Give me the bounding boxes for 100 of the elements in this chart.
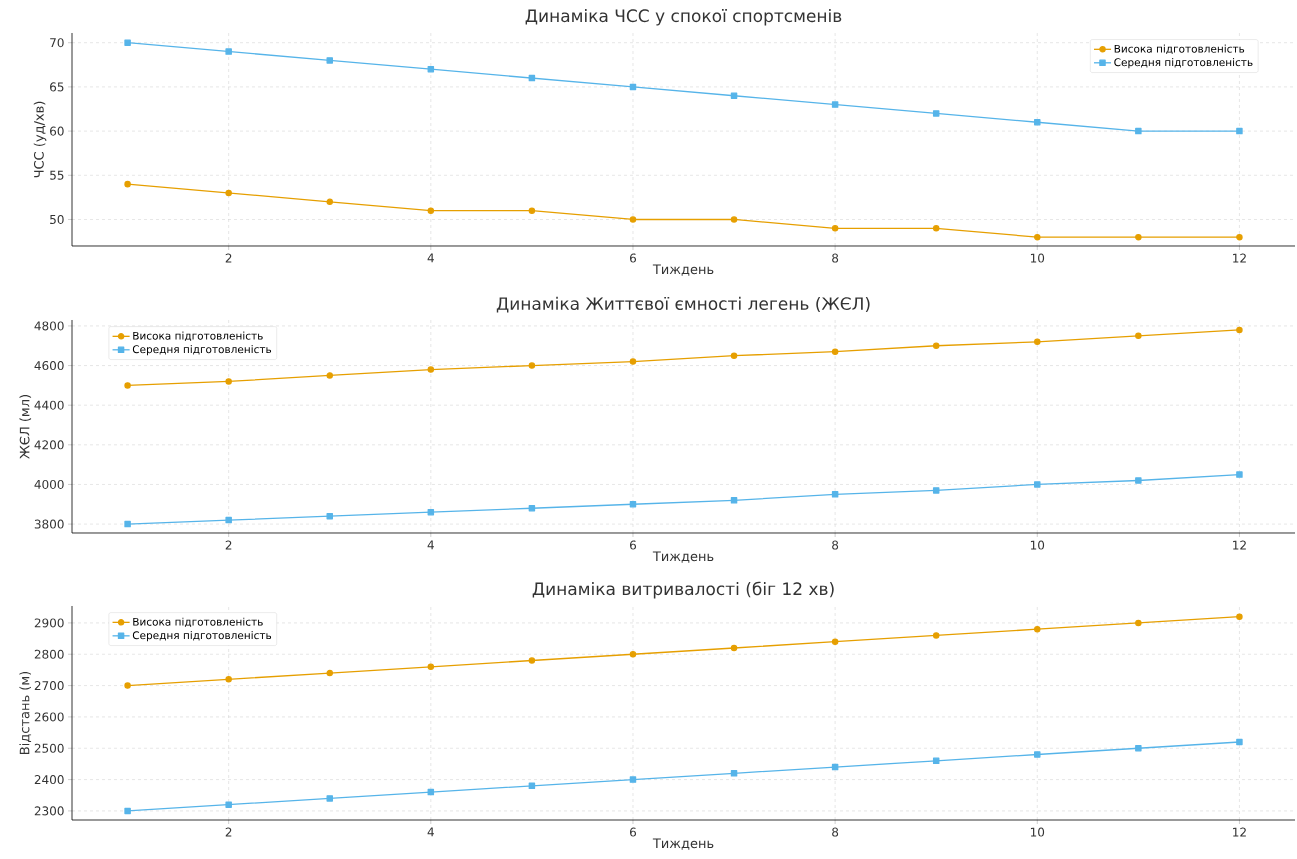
point — [629, 776, 637, 783]
point — [225, 676, 232, 683]
point — [427, 207, 435, 214]
x-tick-label: 2 — [225, 253, 232, 263]
point — [831, 491, 839, 498]
y-tick-label: 4000 — [34, 479, 64, 489]
point — [730, 352, 738, 359]
point — [1034, 625, 1041, 633]
y-tick-label: 2300 — [34, 806, 64, 816]
point — [932, 225, 940, 232]
legend-label: Висока підготовленість — [1114, 44, 1245, 54]
point — [124, 180, 131, 188]
y-tick-label: 70 — [50, 38, 64, 48]
point — [225, 801, 232, 808]
point — [730, 497, 738, 504]
x-axis-title: Тиждень — [652, 551, 714, 563]
y-tick-label: 4600 — [34, 361, 64, 371]
x-tick-label: 12 — [1233, 827, 1246, 837]
point — [124, 39, 131, 46]
x-tick-label: 12 — [1233, 253, 1246, 263]
x-axis-title: Тиждень — [652, 264, 714, 276]
point — [1034, 751, 1041, 758]
point — [124, 682, 131, 689]
point — [427, 663, 435, 671]
point — [1034, 119, 1041, 126]
point — [225, 516, 232, 524]
point — [1236, 613, 1243, 620]
y-tick-label: 60 — [50, 126, 64, 136]
x-tick-label: 8 — [832, 540, 839, 550]
point — [730, 216, 738, 223]
legend-label: Середня підготовленість — [132, 345, 272, 356]
y-tick-label: 2600 — [34, 712, 64, 722]
y-axis-title: ЖЄЛ (мл) — [19, 395, 32, 459]
y-tick-label: 4400 — [34, 400, 64, 410]
point — [326, 57, 333, 64]
legend-label: Середня підготовленість — [1114, 58, 1253, 69]
point — [730, 770, 738, 777]
x-axis-title: Тиждень — [652, 838, 714, 850]
point — [1135, 619, 1142, 627]
point — [1135, 477, 1142, 484]
point — [124, 520, 131, 528]
point — [730, 92, 738, 99]
x-tick-label: 8 — [832, 253, 839, 263]
chart-title: Динаміка ЧСС у спокої спортсменів — [525, 9, 842, 26]
point — [1034, 481, 1041, 488]
point — [1135, 332, 1142, 340]
y-axis-title: Відстань (м) — [19, 671, 32, 754]
x-tick-label: 6 — [629, 540, 637, 550]
x-tick-label: 10 — [1030, 827, 1045, 837]
point — [225, 378, 232, 385]
legend-label: Висока підготовленість — [133, 617, 263, 628]
point — [1236, 326, 1243, 334]
y-tick-label: 3800 — [34, 519, 64, 529]
point — [528, 657, 536, 664]
x-tick-label: 2 — [225, 827, 232, 837]
y-tick-label: 2800 — [34, 649, 64, 659]
point — [730, 644, 738, 652]
x-tick-label: 10 — [1030, 540, 1045, 550]
point — [528, 207, 536, 214]
point — [932, 632, 940, 639]
point — [1034, 233, 1041, 241]
point — [629, 358, 637, 365]
x-tick-label: 4 — [427, 827, 434, 837]
point — [831, 101, 839, 108]
point — [326, 795, 333, 802]
x-tick-label: 6 — [629, 253, 637, 263]
point — [629, 216, 637, 223]
x-tick-label: 10 — [1030, 253, 1045, 263]
point — [326, 372, 333, 379]
point — [1034, 338, 1041, 346]
point — [124, 382, 131, 389]
x-tick-label: 4 — [427, 253, 434, 263]
point — [1135, 745, 1142, 752]
point — [932, 342, 940, 349]
point — [528, 362, 536, 369]
x-tick-label: 4 — [427, 540, 434, 550]
point — [1236, 738, 1243, 746]
point — [831, 638, 839, 645]
y-tick-label: 2900 — [34, 618, 64, 628]
chart-title: Динаміка витривалості (біг 12 хв) — [532, 581, 834, 599]
point — [831, 225, 839, 232]
point — [831, 348, 839, 355]
y-tick-label: 50 — [50, 214, 64, 225]
point — [427, 366, 435, 373]
y-tick-label: 2700 — [34, 681, 64, 691]
point — [1135, 127, 1142, 135]
x-tick-label: 6 — [629, 827, 637, 837]
point — [629, 651, 637, 658]
point — [326, 512, 333, 520]
point — [1236, 127, 1243, 135]
y-tick-label: 2400 — [34, 775, 64, 785]
chart-title: Динаміка Життєвої ємності легень (ЖЄЛ) — [496, 296, 870, 313]
point — [225, 48, 232, 55]
y-tick-label: 2500 — [34, 743, 64, 753]
point — [1236, 233, 1243, 241]
legend-label: Середня підготовленість — [132, 631, 272, 642]
x-tick-label: 8 — [832, 827, 839, 837]
y-axis-title: ЧСС (уд/хв) — [33, 101, 47, 178]
point — [1236, 471, 1243, 478]
point — [932, 110, 940, 117]
